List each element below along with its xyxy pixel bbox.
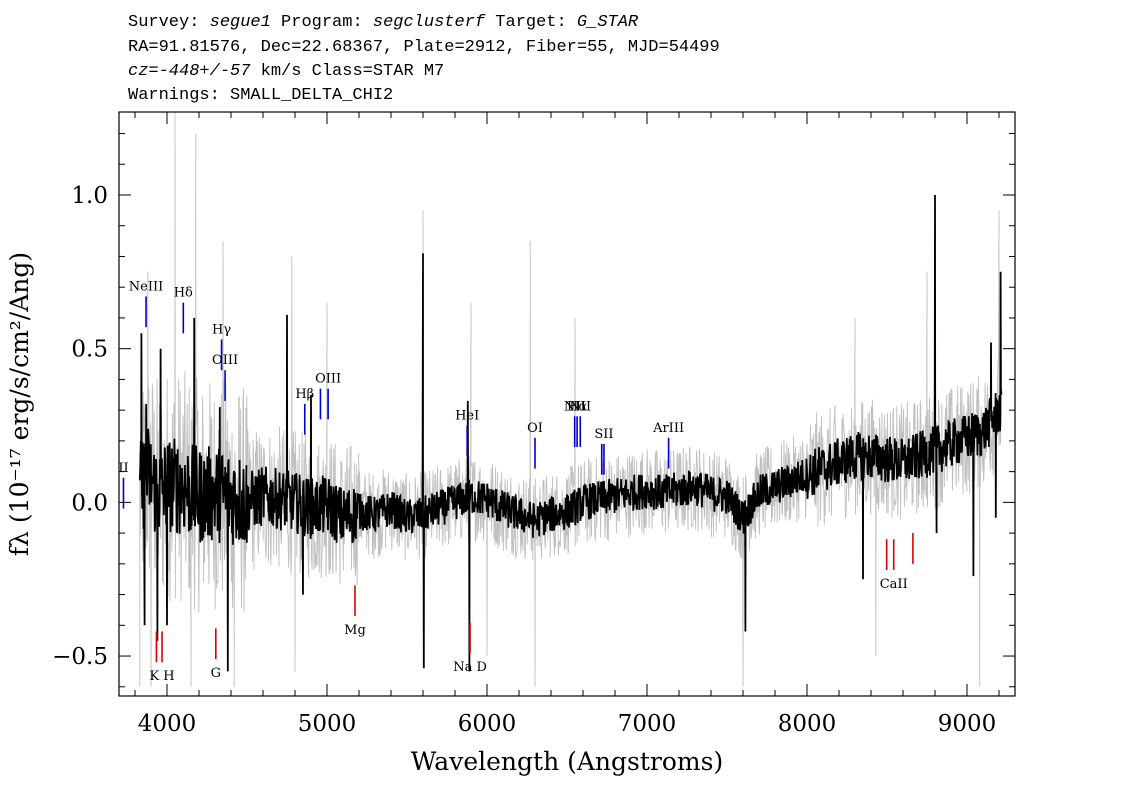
x-tick-label-6000: 6000 [458,711,517,737]
y-tick-label-3: 1.0 [71,183,108,209]
survey-value: segue1 [209,13,271,32]
y-axis-title: fλ (10⁻¹⁷ erg/s/cm²/Ang) [5,252,34,556]
emission-line-label-3: Hγ [212,322,231,337]
emission-line-label-1: NeIII [129,279,163,294]
absorption-line-label-2: G [211,666,221,681]
emission-line-label-5: Hβ [295,387,314,402]
emission-line-label-0: II [118,461,128,476]
absorption-line-label-4: Na D [453,660,487,675]
header-line-coordinates: RA=91.81576, Dec=22.68367, Plate=2912, F… [128,38,720,57]
emission-line-label-2: Hδ [174,286,193,301]
emission-line-label-10: NII [564,399,586,414]
header-line-survey: Survey: segue1 Program: segclusterf Targ… [128,12,638,34]
program-label: Program: [270,13,373,32]
emission-line-label-11: Hα [567,399,587,414]
class-text: km/s Class=STAR M7 [250,62,445,81]
x-tick-label-7000: 7000 [618,711,677,737]
header-line-redshift: cz=-448+/-57 km/s Class=STAR M7 [128,61,444,83]
header-line-warnings: Warnings: SMALL_DELTA_CHI2 [128,86,394,105]
emission-line-label-7: OIII [315,372,341,387]
x-tick-label-9000: 9000 [938,711,997,737]
emission-line-label-12: NII [569,399,591,414]
emission-line-label-9: OI [527,421,543,436]
program-value: segclusterf [372,13,486,32]
emission-line-label-14: SII [594,427,613,442]
x-tick-label-8000: 8000 [778,711,837,737]
emission-line-label-15: ArIII [652,421,684,436]
emission-line-label-8: HeI [455,409,479,424]
y-tick-label-0: −0.5 [52,644,108,670]
y-tick-label-2: 0.5 [71,337,108,363]
x-axis-title: Wavelength (Angstroms) [411,747,723,776]
target-label: Target: [485,13,577,32]
redshift-value: cz=-448+/-57 [128,62,251,81]
absorption-line-label-6: CaII [880,577,908,592]
absorption-line-label-1: K H [149,669,174,684]
target-value: G_STAR [576,13,639,32]
y-tick-label-1: 0.0 [71,490,108,516]
plot-frame [118,111,1016,697]
survey-label: Survey: [128,13,210,32]
x-tick-label-5000: 5000 [298,711,357,737]
flux-spectrum-line [138,194,1003,672]
absorption-line-label-3: Mg [344,623,366,638]
x-tick-label-4000: 4000 [138,711,197,737]
emission-line-label-4: OIII [212,353,238,368]
